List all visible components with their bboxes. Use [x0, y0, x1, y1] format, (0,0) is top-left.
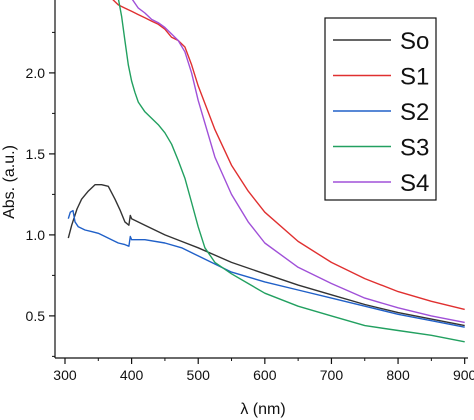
- x-tick-label: 900: [453, 367, 474, 383]
- x-tick-label: 500: [187, 367, 211, 383]
- plot-series: [67, 0, 465, 343]
- y-ticks: 0.5 1.0 1.5 2.0: [26, 31, 55, 357]
- x-ticks: 300 400 500 600 700 800 900: [53, 358, 474, 383]
- x-tick-label: 300: [53, 367, 77, 383]
- legend-label-s4: S4: [400, 170, 429, 197]
- axes: [54, 0, 468, 359]
- legend-label-s1: S1: [400, 64, 429, 91]
- series-line-s1: [112, 0, 465, 311]
- y-tick-label: 2.0: [26, 65, 46, 81]
- legend-box: [324, 17, 437, 201]
- x-axis-title: λ (nm): [240, 401, 285, 418]
- y-tick-label: 1.5: [26, 146, 46, 162]
- x-tick-label: 700: [320, 367, 344, 383]
- series-line-s4: [131, 0, 465, 324]
- series-line-so: [67, 184, 465, 327]
- legend-label-so: So: [400, 28, 429, 55]
- legend-label-s3: S3: [400, 135, 429, 162]
- y-axis-title: Abs. (a.u.): [1, 145, 18, 219]
- y-tick-label: 1.0: [26, 227, 46, 243]
- x-tick-label: 400: [120, 367, 144, 383]
- series-line-s3: [117, 0, 465, 343]
- legend: So S1 S2 S3 S4: [324, 17, 437, 201]
- y-tick-label: 0.5: [26, 308, 46, 324]
- x-tick-label: 600: [253, 367, 277, 383]
- series-line-s2: [67, 209, 465, 328]
- x-tick-label: 800: [386, 367, 410, 383]
- legend-label-s2: S2: [400, 99, 429, 126]
